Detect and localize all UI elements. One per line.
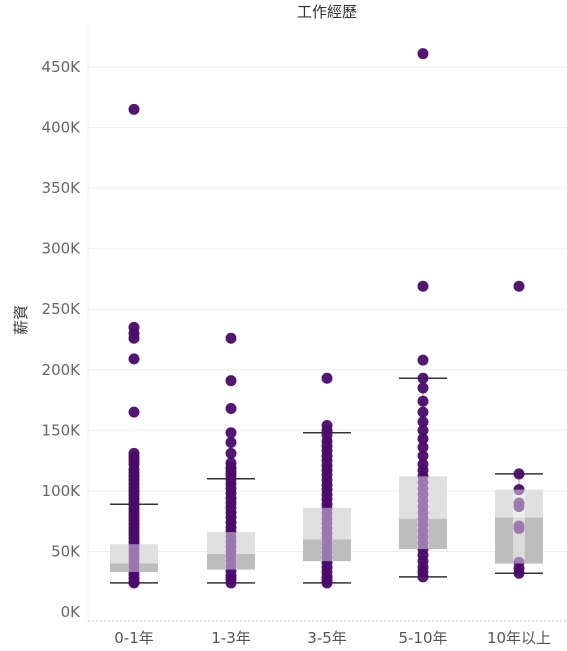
y-tick-label: 250K (42, 300, 82, 318)
x-tick-label: 10年以上 (487, 629, 551, 647)
box-point-overlay (321, 507, 333, 562)
data-point (321, 372, 333, 384)
data-point (225, 403, 237, 415)
y-axis-ticks: 0K 50K 100K 150K 200K 250K 300K 350K 400K 450K (42, 58, 82, 621)
x-tick-label: 3-5年 (307, 629, 347, 647)
data-point (128, 332, 140, 344)
data-point (225, 332, 237, 344)
box-point-overlay (417, 476, 429, 550)
data-point (513, 280, 525, 292)
data-point (417, 372, 429, 384)
data-point (225, 436, 237, 448)
data-point (513, 484, 525, 496)
data-point (225, 427, 237, 439)
data-point (417, 450, 429, 462)
y-tick-label: 200K (42, 361, 82, 379)
x-tick-label: 5-10年 (398, 629, 447, 647)
points-2 (225, 332, 237, 589)
x-tick-label: 0-1年 (114, 629, 154, 647)
y-tick-label: 100K (42, 482, 82, 500)
data-point (513, 567, 525, 579)
data-point (225, 577, 237, 589)
data-point (417, 48, 429, 60)
data-point (513, 522, 525, 534)
data-point (417, 416, 429, 428)
chart-title: 工作經歷 (297, 3, 357, 21)
data-point (417, 406, 429, 418)
box-point-overlay (513, 489, 525, 564)
x-axis-ticks: 0-1年 1-3年 3-5年 5-10年 10年以上 (114, 629, 551, 647)
data-point (225, 375, 237, 387)
points-3 (321, 372, 333, 589)
y-tick-label: 150K (42, 421, 82, 439)
data-point (417, 395, 429, 407)
gridlines (87, 22, 567, 622)
data-point (128, 577, 140, 589)
data-point (417, 382, 429, 394)
data-point (225, 447, 237, 459)
data-point (417, 571, 429, 583)
data-point (417, 280, 429, 292)
data-point (128, 406, 140, 418)
y-tick-label: 0K (61, 603, 82, 621)
x-tick-label: 1-3年 (211, 629, 251, 647)
data-point (417, 433, 429, 445)
y-tick-label: 300K (42, 240, 82, 258)
data-point (417, 424, 429, 436)
points-1 (128, 103, 140, 589)
y-tick-label: 450K (42, 58, 82, 76)
points-5 (513, 280, 525, 579)
data-point (128, 103, 140, 115)
data-point (417, 441, 429, 453)
box-point-overlay (225, 532, 237, 570)
y-axis-title: 薪資 (12, 305, 30, 335)
data-point (128, 353, 140, 365)
y-tick-label: 400K (42, 119, 82, 137)
box-point-overlay (128, 544, 140, 573)
y-tick-label: 50K (51, 542, 81, 560)
data-point (417, 354, 429, 366)
data-point (321, 577, 333, 589)
y-tick-label: 350K (42, 179, 82, 197)
points-4 (417, 48, 429, 583)
point-series (128, 48, 525, 589)
data-point (513, 501, 525, 513)
data-point (513, 468, 525, 480)
